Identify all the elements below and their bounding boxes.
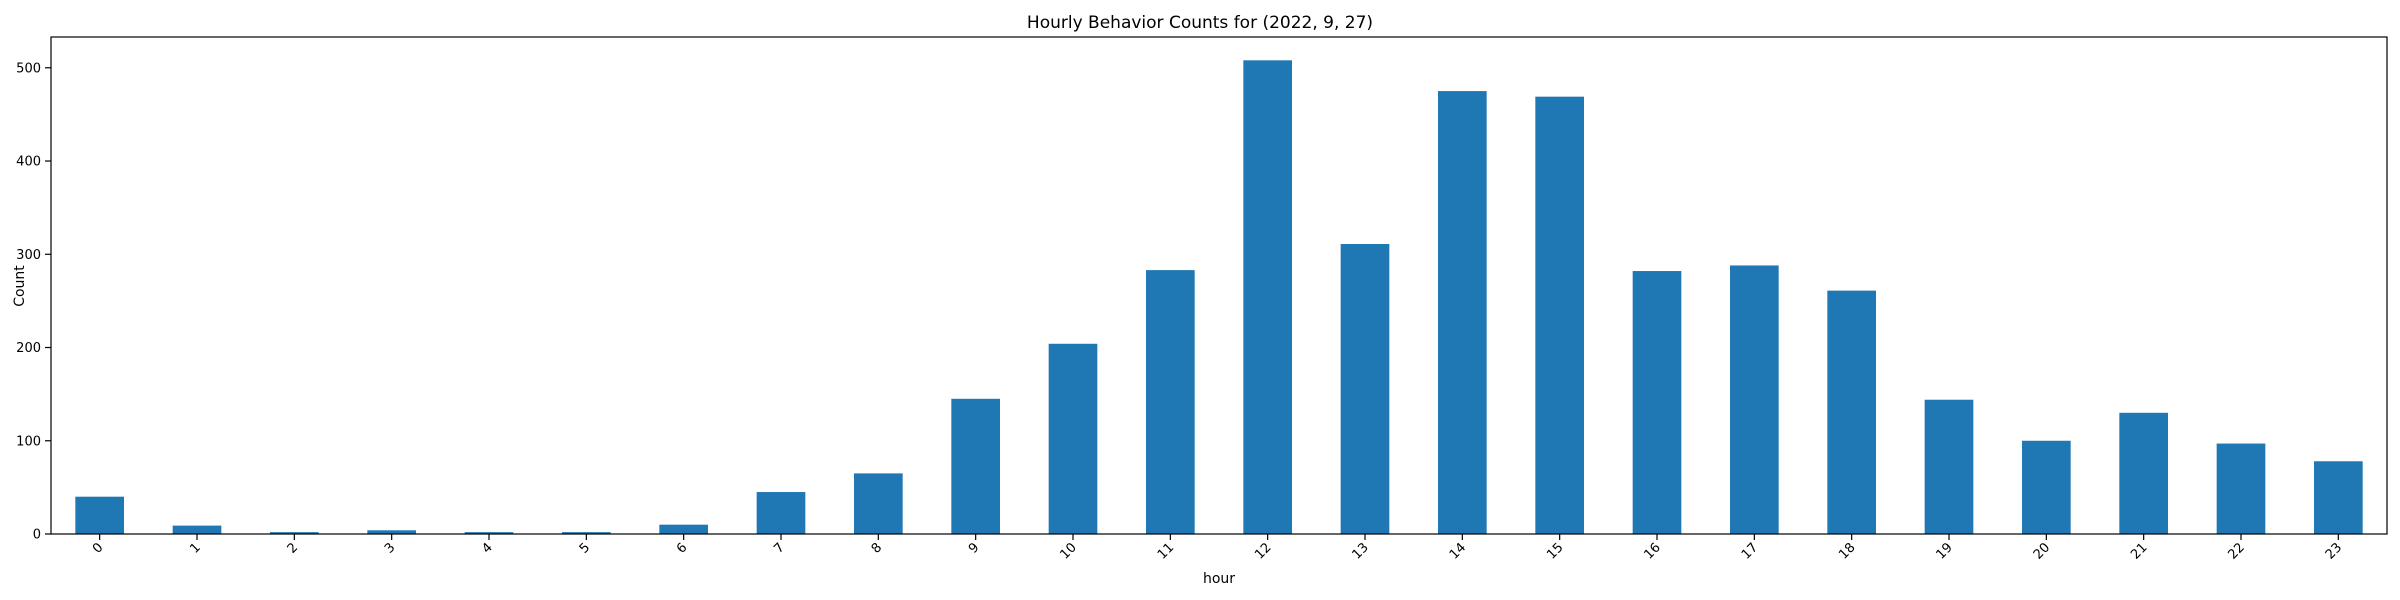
x-tick-label: 14: [1447, 540, 1469, 562]
bar-hour-19: [1924, 399, 1974, 534]
x-tick-label: 23: [2323, 540, 2345, 562]
bar-hour-21: [2119, 412, 2168, 534]
chart-title: Hourly Behavior Counts for (2022, 9, 27): [1027, 13, 1373, 33]
bar-hour-3: [367, 530, 416, 534]
bar-hour-1: [172, 525, 222, 534]
x-tick-label: 11: [1155, 540, 1177, 562]
bar-hour-12: [1243, 60, 1292, 535]
bar-hour-17: [1730, 265, 1779, 534]
y-tick-label: 100: [16, 434, 41, 449]
bar-hour-13: [1340, 244, 1390, 535]
x-tick-label: 2: [285, 540, 301, 556]
x-axis-label: hour: [1203, 571, 1235, 587]
y-axis-label: Count: [12, 265, 28, 307]
bars: [75, 60, 2363, 535]
x-tick-label: 21: [2128, 540, 2150, 562]
bar-hour-18: [1827, 290, 1876, 534]
x-tick-label: 1: [187, 540, 203, 556]
x-tick-label: 6: [674, 540, 690, 556]
bar-hour-8: [854, 473, 903, 534]
x-tick-label: 9: [966, 540, 982, 556]
x-axis: 0 1 2 3 4 5 6 7 8 9 10 11 12 13 14 15 16 17 18 19 20 21 22 23: [90, 534, 2345, 563]
x-tick-label: 16: [1642, 540, 1664, 562]
x-tick-label: 18: [1836, 540, 1858, 562]
x-tick-label: 19: [1934, 540, 1956, 562]
x-tick-label: 4: [479, 540, 495, 556]
bar-hour-0: [75, 496, 124, 534]
x-tick-label: 3: [382, 540, 398, 556]
bar-hour-15: [1535, 96, 1584, 534]
x-tick-label: 10: [1058, 540, 1080, 562]
x-tick-label: 13: [1350, 540, 1372, 562]
bar-hour-10: [1048, 343, 1098, 534]
x-tick-label: 20: [2031, 540, 2053, 562]
x-tick-label: 15: [1544, 540, 1566, 562]
x-tick-label: 5: [577, 540, 593, 556]
bar-hour-16: [1632, 271, 1682, 534]
bar-hour-4: [464, 532, 514, 534]
bar-hour-5: [562, 532, 611, 534]
x-tick-label: 0: [90, 540, 106, 556]
x-tick-label: 17: [1739, 540, 1761, 562]
x-tick-label: 22: [2226, 540, 2248, 562]
bar-hour-20: [2022, 440, 2071, 534]
x-tick-label: 12: [1252, 540, 1274, 562]
x-tick-label: 8: [869, 540, 885, 556]
bar-hour-2: [270, 532, 319, 534]
y-tick-label: 400: [16, 155, 41, 170]
y-axis: 0 100 200 300 400 500: [16, 61, 51, 543]
bar-hour-14: [1438, 91, 1487, 534]
x-tick-label: 7: [771, 540, 787, 556]
bar-hour-6: [659, 524, 708, 534]
bar-hour-23: [2314, 461, 2363, 534]
bar-hour-11: [1146, 270, 1195, 534]
y-tick-label: 300: [16, 248, 41, 263]
y-tick-label: 200: [16, 341, 41, 356]
bar-hour-9: [951, 398, 1000, 534]
plot-frame: [50, 36, 2388, 535]
y-tick-label: 0: [33, 528, 41, 543]
bar-hour-7: [756, 492, 806, 534]
y-tick-label: 500: [16, 61, 41, 76]
bar-hour-22: [2216, 443, 2266, 534]
